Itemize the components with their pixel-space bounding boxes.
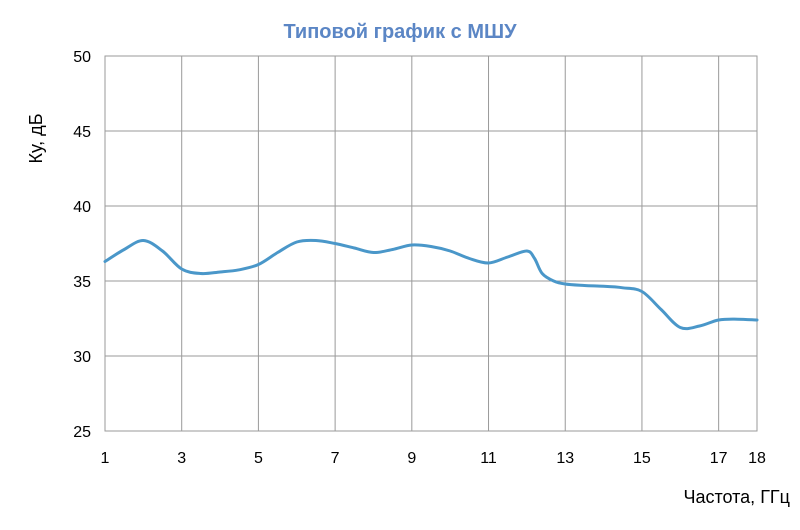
x-tick-label: 3 bbox=[177, 450, 186, 467]
y-tick-label: 25 bbox=[73, 424, 91, 441]
x-tick-label: 11 bbox=[480, 450, 497, 467]
y-ticks: 25 30 35 40 45 50 bbox=[73, 49, 91, 441]
chart-title: Типовой график с МШУ bbox=[283, 21, 517, 43]
y-tick-label: 45 bbox=[73, 124, 91, 141]
y-axis-label: Ку, дБ bbox=[26, 113, 46, 163]
y-tick-label: 30 bbox=[73, 349, 91, 366]
x-tick-label: 17 bbox=[710, 450, 728, 467]
x-axis-label: Частота, ГГц bbox=[683, 487, 790, 507]
x-tick-label: 15 bbox=[633, 450, 651, 467]
x-tick-label: 1 bbox=[101, 450, 110, 467]
x-tick-label: 9 bbox=[407, 450, 416, 467]
x-tick-label: 5 bbox=[254, 450, 263, 467]
grid bbox=[104, 55, 758, 432]
x-ticks: 1 3 5 7 9 11 13 15 17 18 bbox=[101, 450, 766, 467]
x-tick-label: 13 bbox=[556, 450, 574, 467]
y-tick-label: 35 bbox=[73, 274, 91, 291]
plot-frame bbox=[104, 55, 758, 432]
series-line bbox=[103, 238, 759, 331]
y-tick-label: 40 bbox=[73, 199, 91, 216]
y-tick-label: 50 bbox=[73, 49, 91, 66]
x-tick-label: 18 bbox=[748, 450, 766, 467]
x-tick-label: 7 bbox=[331, 450, 340, 467]
